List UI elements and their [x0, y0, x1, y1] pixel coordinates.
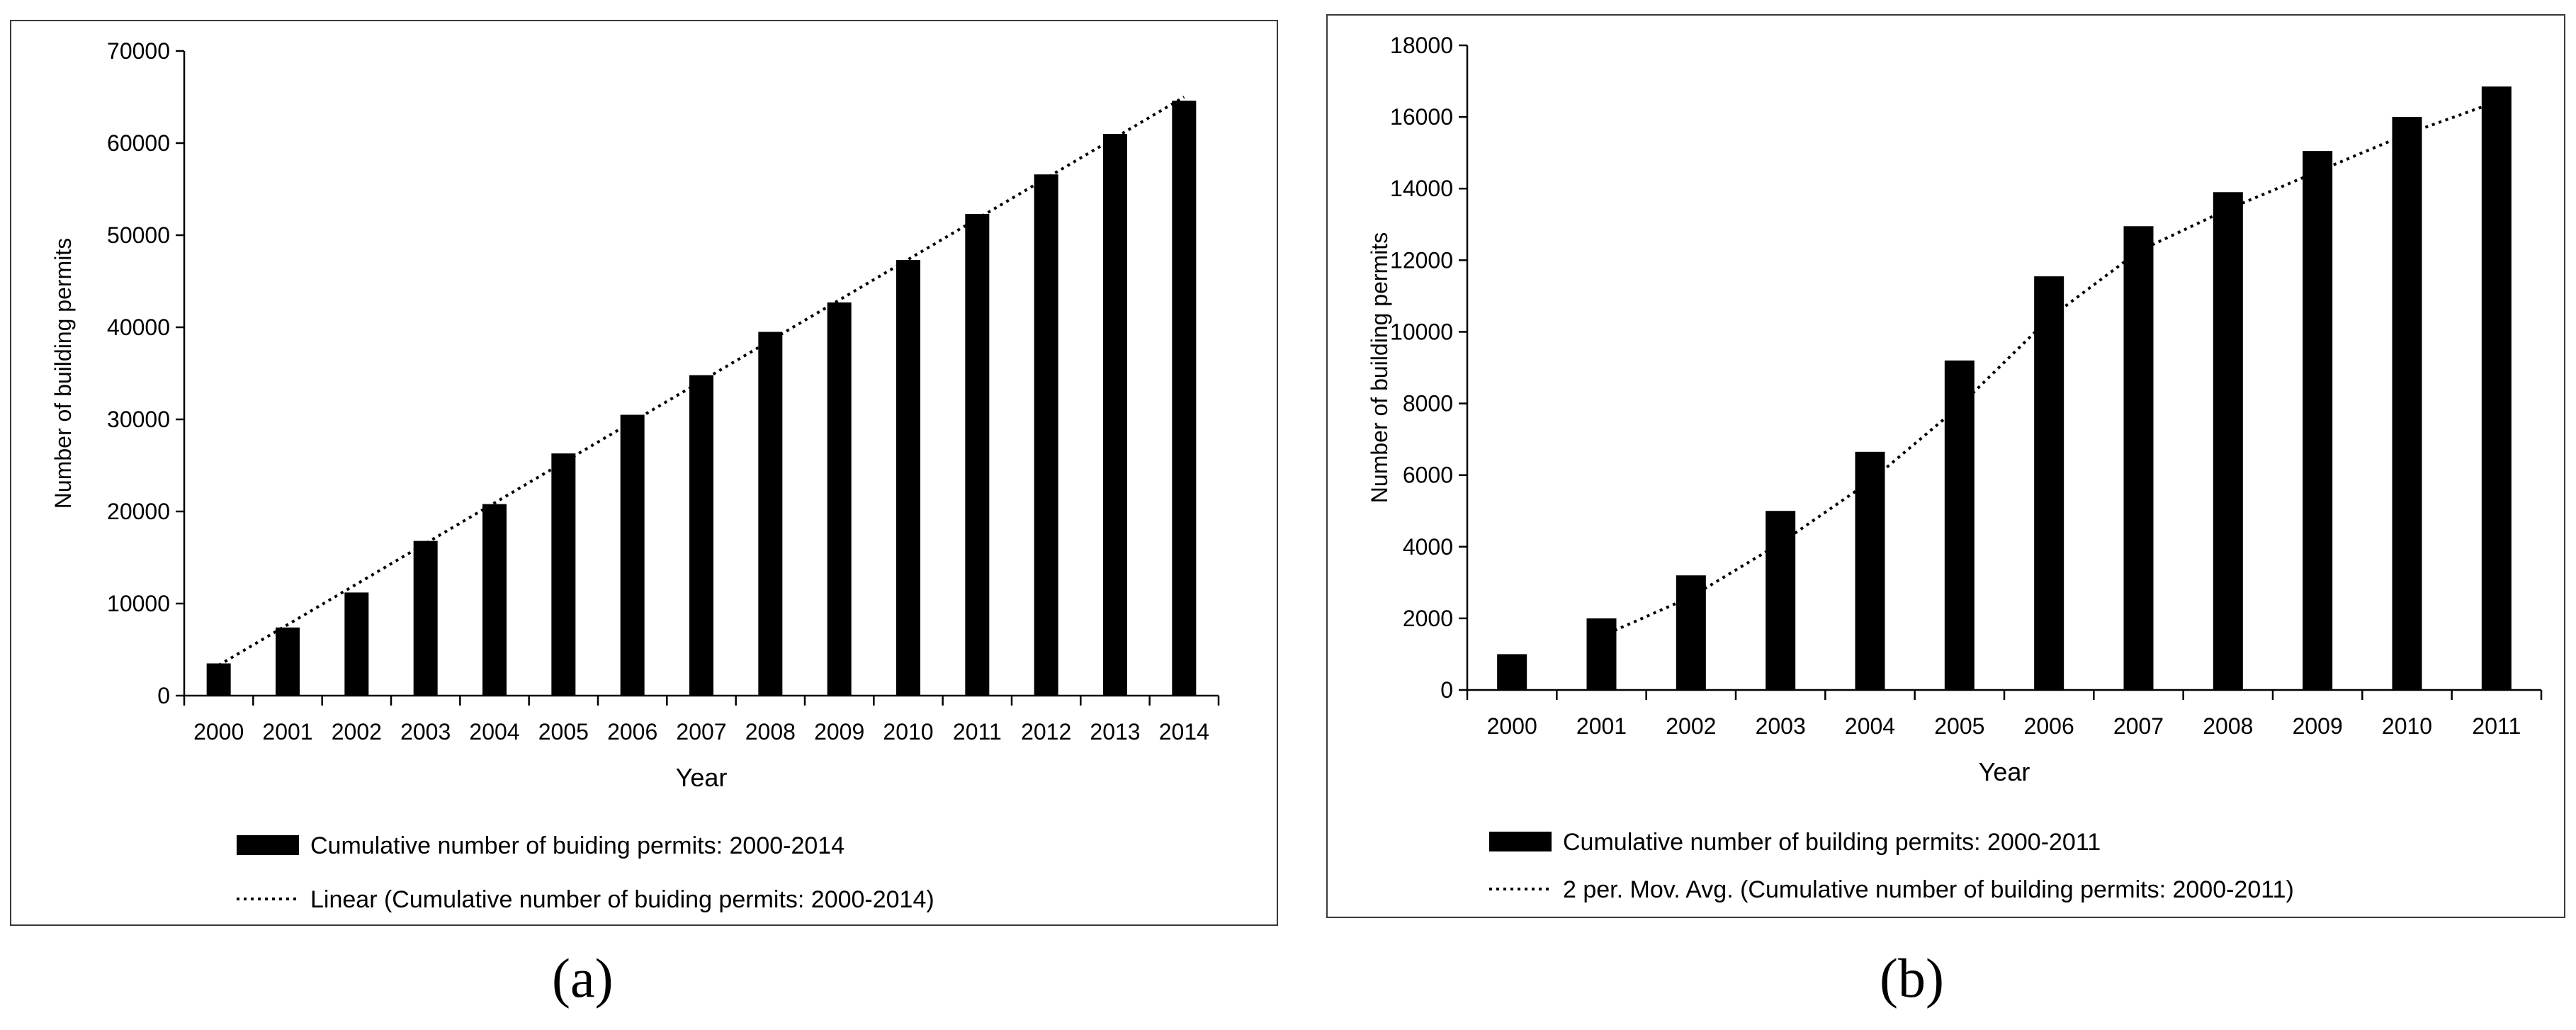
bar	[1103, 134, 1127, 696]
y-tick-label: 70000	[107, 38, 170, 64]
x-tick-label: 2010	[883, 719, 933, 745]
bar	[758, 332, 783, 696]
x-tick-label: 2007	[676, 719, 726, 745]
x-tick-label: 2012	[1021, 719, 1071, 745]
x-tick-label: 2004	[469, 719, 519, 745]
bar	[2392, 117, 2422, 691]
legend-bar-swatch	[237, 835, 299, 855]
bar	[2123, 226, 2154, 690]
x-tick-label: 2007	[2113, 713, 2164, 739]
bar	[689, 375, 713, 696]
caption-a: (a)	[552, 947, 614, 1009]
trend-line	[1600, 100, 2497, 638]
y-tick-label: 4000	[1403, 534, 1453, 560]
x-tick-label: 2014	[1159, 719, 1209, 745]
x-tick-label: 2006	[607, 719, 657, 745]
bar	[344, 592, 369, 696]
x-tick-label: 2001	[262, 719, 312, 745]
bar	[620, 414, 645, 696]
legend-label-trend: 2 per. Mov. Avg. (Cumulative number of b…	[1563, 876, 2294, 903]
bar	[1497, 654, 1527, 690]
x-tick-label: 2013	[1090, 719, 1140, 745]
x-tick-label: 2003	[400, 719, 451, 745]
bar	[551, 453, 576, 696]
trend-line	[218, 96, 1185, 667]
y-tick-label: 0	[157, 683, 170, 708]
x-tick-label: 2002	[332, 719, 382, 745]
y-tick-label: 8000	[1403, 391, 1453, 417]
y-tick-label: 6000	[1403, 463, 1453, 488]
bar	[1676, 575, 1706, 690]
y-axis-title: Number of building permits	[50, 238, 76, 509]
bar	[965, 214, 990, 696]
bar	[2034, 276, 2064, 690]
y-tick-label: 10000	[1390, 319, 1453, 344]
y-tick-label: 60000	[107, 130, 170, 156]
x-axis-title: Year	[676, 763, 728, 792]
bar	[1586, 618, 1617, 690]
caption-b: (b)	[1880, 947, 1944, 1009]
x-tick-label: 2008	[2203, 713, 2253, 739]
bar	[2481, 86, 2512, 690]
bar	[206, 663, 231, 696]
bar	[276, 627, 300, 696]
bar	[1172, 101, 1197, 696]
chart-a-svg: 0 10000 20000 30000 40000 50000 60000 70000 2000…	[50, 38, 1220, 913]
x-tick-label: 2005	[1934, 713, 1984, 739]
x-tick-label: 2010	[2382, 713, 2432, 739]
x-tick-label: 2008	[745, 719, 796, 745]
bar	[896, 260, 920, 696]
bar	[1034, 174, 1058, 696]
x-tick-label: 2001	[1576, 713, 1627, 739]
x-tick-label: 2009	[814, 719, 864, 745]
y-axis-title: Number of building permits	[1367, 232, 1392, 503]
bar	[2213, 192, 2243, 690]
x-tick-label: 2009	[2293, 713, 2343, 739]
x-axis-title: Year	[1979, 757, 2030, 786]
bar	[413, 541, 438, 696]
y-tick-label: 40000	[107, 315, 170, 340]
y-tick-label: 14000	[1390, 176, 1453, 201]
x-tick-label: 2000	[1487, 713, 1537, 739]
x-tick-label: 2011	[953, 719, 1002, 745]
x-tick-label: 2000	[193, 719, 244, 745]
y-tick-label: 0	[1440, 677, 1453, 703]
y-tick-label: 18000	[1390, 33, 1453, 58]
x-tick-label: 2003	[1756, 713, 1806, 739]
chart-panel-b: 0 2000 4000 6000 8000 10000 12000 14000 16000 180…	[1326, 14, 2565, 918]
legend-label-trend: Linear (Cumulative number of buiding per…	[310, 886, 934, 913]
y-tick-label: 16000	[1390, 104, 1453, 130]
chart-panel-a: 0 10000 20000 30000 40000 50000 60000 70000 2000…	[10, 20, 1278, 926]
x-tick-label: 2005	[538, 719, 589, 745]
legend-label-bars: Cumulative number of building permits: 2…	[1563, 829, 2101, 856]
y-tick-label: 10000	[107, 591, 170, 616]
x-tick-label: 2011	[2472, 713, 2521, 739]
x-tick-label: 2004	[1845, 713, 1895, 739]
legend-bar-swatch	[1489, 832, 1552, 851]
y-tick-label: 2000	[1403, 606, 1453, 631]
y-tick-label: 50000	[107, 222, 170, 248]
bar	[1766, 511, 1796, 690]
y-tick-label: 12000	[1390, 247, 1453, 273]
bar	[1944, 360, 1975, 690]
bar	[827, 302, 852, 696]
bar	[1855, 451, 1885, 690]
legend-label-bars: Cumulative number of buiding permits: 20…	[310, 832, 844, 859]
y-tick-label: 30000	[107, 407, 170, 432]
bar	[2303, 151, 2333, 690]
y-tick-label: 20000	[107, 499, 170, 524]
chart-b-svg: 0 2000 4000 6000 8000 10000 12000 14000 16000 180…	[1367, 33, 2543, 903]
x-tick-label: 2002	[1666, 713, 1716, 739]
bar	[482, 504, 507, 696]
x-tick-label: 2006	[2024, 713, 2074, 739]
